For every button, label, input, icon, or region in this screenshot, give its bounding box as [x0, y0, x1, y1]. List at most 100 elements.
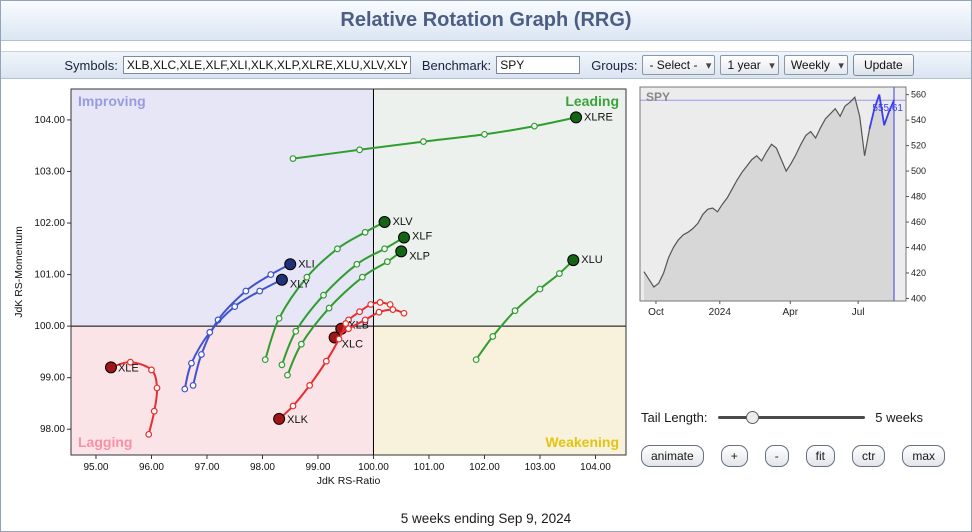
plot-border	[70, 88, 627, 456]
y-tick-label: 102.00	[34, 218, 65, 229]
x-tick-label: 104.00	[580, 462, 611, 473]
tail-length-label: Tail Length:	[641, 410, 708, 425]
rrg-head-XLU[interactable]	[567, 254, 580, 267]
max-button[interactable]: max	[902, 445, 945, 467]
last-price-label: 555.61	[872, 103, 903, 114]
rrg-tail-point	[267, 271, 275, 278]
rrg-tail-point	[188, 359, 195, 367]
rrg-head-XLF[interactable]	[398, 231, 410, 244]
benchmark-panel: SPY 555.61 560 540 520 500 480 460 440 420 400 Oct 2…	[638, 85, 930, 324]
rrg-head-XLI[interactable]	[284, 258, 297, 271]
rrg-tail-point	[278, 361, 286, 369]
rrg-tail-point	[342, 320, 350, 327]
rrg-tail-point	[367, 301, 375, 308]
rrg-series-XLE[interactable]: XLE	[104, 358, 161, 438]
rrg-tail-point	[376, 299, 384, 306]
rrg-head-XLP[interactable]	[395, 245, 408, 258]
rrg-tail-point	[126, 358, 134, 366]
symbols-input[interactable]	[122, 56, 411, 74]
groups-select-value: - Select -	[649, 58, 698, 72]
quadrant-label-leading: Leading	[565, 93, 619, 109]
price-tick-label: 520	[911, 141, 926, 151]
rrg-series-XLK[interactable]: XLK	[273, 320, 350, 426]
rrg-series-XLI[interactable]: XLI	[189, 258, 315, 389]
y-tick-label: 99.00	[40, 373, 65, 384]
rrg-tail-point	[189, 382, 197, 389]
tail-length-value: 5 weeks	[875, 410, 923, 425]
rrg-tail-point	[289, 402, 297, 410]
rrg-tail-point	[181, 385, 189, 393]
rrg-svg[interactable]: Improving Leading Lagging Weakening 95.00 96.…	[9, 83, 634, 493]
chart-buttons: animate + - fit ctr max	[641, 445, 945, 467]
center-button[interactable]: ctr	[852, 445, 886, 467]
quadrant-label-improving: Improving	[78, 93, 146, 109]
page-title: Relative Rotation Graph (RRG)	[340, 9, 632, 31]
rrg-tail-point	[145, 430, 153, 438]
rrg-series-XLY[interactable]: XLY	[181, 273, 311, 393]
zoom-in-button[interactable]: +	[720, 445, 748, 467]
rrg-tail-point	[356, 146, 364, 154]
rrg-label-XLC: XLC	[342, 338, 363, 350]
symbols-label: Symbols:	[64, 57, 118, 73]
rrg-tail-point	[356, 308, 364, 316]
rrg-tail-point	[358, 273, 366, 281]
period-select[interactable]: 1 year	[720, 55, 779, 75]
rrg-label-XLE: XLE	[118, 362, 139, 374]
x-tick-label: 100.00	[358, 462, 389, 473]
benchmark-highlight-line	[868, 94, 895, 130]
rrg-tail-point	[306, 382, 314, 389]
benchmark-border	[639, 86, 907, 302]
rrg-series-XLU[interactable]: XLU	[472, 254, 603, 364]
rrg-label-XLU: XLU	[581, 254, 602, 266]
rrg-series-XLP[interactable]: XLP	[284, 245, 430, 379]
benchmark-input[interactable]	[496, 56, 581, 74]
fit-button[interactable]: fit	[805, 445, 836, 467]
rrg-tail-point	[400, 309, 408, 317]
animate-button[interactable]: animate	[641, 445, 704, 467]
groups-select[interactable]: - Select -	[642, 55, 716, 75]
benchmark-chart: SPY 555.61 560 540 520 500 480 460 440 420 400 Oct 2…	[639, 86, 926, 318]
rrg-tail-point	[375, 308, 383, 316]
rrg-tail-point	[242, 287, 250, 295]
x-axis-title: JdK RS-Ratio	[317, 475, 381, 487]
rrg-tail-point	[511, 307, 519, 315]
toolbar: Symbols: Benchmark: Groups: - Select - 1…	[1, 51, 971, 79]
tail-length-slider[interactable]	[717, 410, 866, 425]
rrg-series-XLF[interactable]: XLF	[278, 230, 432, 369]
zoom-out-button[interactable]: -	[764, 445, 789, 467]
rrg-tail-point	[284, 371, 291, 379]
footer-caption: 5 weeks ending Sep 9, 2024	[400, 511, 572, 526]
x-tick-label: 101.00	[414, 462, 445, 473]
price-tick-label: 460	[911, 217, 926, 227]
rrg-label-XLV: XLV	[393, 216, 414, 228]
x-tick-label: 98.00	[250, 462, 275, 473]
rrg-head-XLE[interactable]	[104, 361, 117, 374]
rrg-tail-point	[148, 366, 155, 374]
price-tick-label: 420	[911, 268, 926, 278]
price-tick-label: 480	[911, 192, 926, 202]
rrg-tail-point	[335, 335, 343, 343]
quadrant-label-weakening: Weakening	[545, 434, 619, 450]
rrg-tail-point	[256, 287, 264, 295]
rrg-head-XLRE[interactable]	[570, 111, 583, 124]
price-tick-label: 400	[911, 293, 926, 303]
rrg-head-XLV[interactable]	[378, 215, 391, 228]
rrg-series-XLC[interactable]: XLC	[328, 306, 408, 351]
x-tick-label: 97.00	[194, 462, 219, 473]
price-tick-label: 500	[911, 166, 926, 176]
frequency-select[interactable]: Weekly	[783, 55, 848, 75]
rrg-tail-point	[481, 130, 488, 138]
rrg-series-XLRE[interactable]: XLRE	[289, 111, 613, 162]
rrg-label-XLF: XLF	[412, 230, 432, 242]
rrg-head-XLK[interactable]	[273, 412, 286, 425]
update-button[interactable]: Update	[852, 54, 914, 76]
rrg-head-XLY[interactable]	[275, 273, 288, 286]
rrg-tail-point	[297, 340, 305, 348]
date-tick-label: Apr	[783, 307, 799, 318]
rrg-tail-point	[325, 304, 333, 312]
rrg-chart: Improving Leading Lagging Weakening 95.00 96.…	[9, 83, 634, 498]
rrg-tail-point	[292, 327, 300, 335]
rrg-series-XLV[interactable]: XLV	[261, 215, 414, 364]
groups-label: Groups:	[591, 57, 638, 73]
